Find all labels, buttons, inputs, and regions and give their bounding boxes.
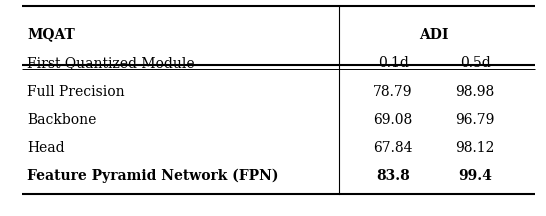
Text: Backbone: Backbone [27, 113, 97, 127]
Text: 78.79: 78.79 [373, 85, 413, 99]
Text: Feature Pyramid Network (FPN): Feature Pyramid Network (FPN) [27, 169, 279, 183]
Text: 96.79: 96.79 [455, 113, 495, 127]
Text: 0.1d: 0.1d [378, 56, 408, 70]
Text: 98.98: 98.98 [455, 85, 495, 99]
Text: 83.8: 83.8 [376, 169, 410, 183]
Text: 0.5d: 0.5d [460, 56, 490, 70]
Text: 98.12: 98.12 [455, 141, 495, 155]
Text: 99.4: 99.4 [458, 169, 492, 183]
Text: Full Precision: Full Precision [27, 85, 125, 99]
Text: 67.84: 67.84 [373, 141, 413, 155]
Text: Head: Head [27, 141, 65, 155]
Text: First Quantized Module: First Quantized Module [27, 56, 195, 70]
Text: 69.08: 69.08 [373, 113, 413, 127]
Text: MQAT: MQAT [27, 28, 75, 41]
Text: ADI: ADI [419, 28, 449, 41]
